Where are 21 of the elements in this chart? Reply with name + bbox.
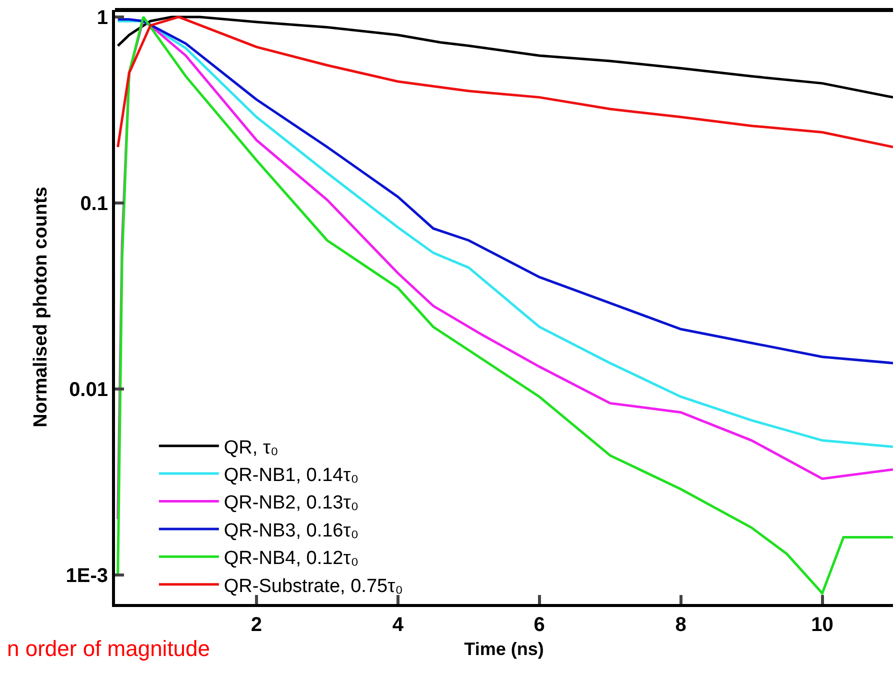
legend-label: QR-NB1, 0.14τ₀	[224, 464, 359, 486]
legend-label: QR-NB2, 0.13τ₀	[224, 492, 359, 514]
y-tick-label: 1E-3	[66, 565, 108, 588]
y-tick-label: 1	[96, 6, 108, 29]
x-axis-title: Time (ns)	[464, 639, 544, 660]
text: n order of magnitude	[7, 636, 210, 661]
legend-label: QR-Substrate, 0.75τ₀	[224, 576, 403, 597]
line-series	[116, 18, 893, 364]
y-axis-title: Normalised photon counts	[30, 186, 52, 428]
line-series	[116, 16, 893, 148]
x-tick-label: 2	[250, 614, 262, 636]
x-tick-label: 6	[534, 614, 545, 636]
line-series	[116, 16, 893, 99]
legend-label: QR-NB3, 0.16τ₀	[224, 520, 359, 542]
x-tick-label: 8	[675, 614, 686, 636]
x-tick-label: 10	[811, 614, 834, 636]
y-tick-label: 0.01	[69, 379, 108, 402]
legend-label: QR, τ₀	[224, 437, 278, 458]
legend-label: QR-NB4, 0.12τ₀	[224, 548, 359, 570]
y-tick-label: 0.1	[80, 193, 108, 216]
x-tick-label: 4	[392, 614, 404, 636]
